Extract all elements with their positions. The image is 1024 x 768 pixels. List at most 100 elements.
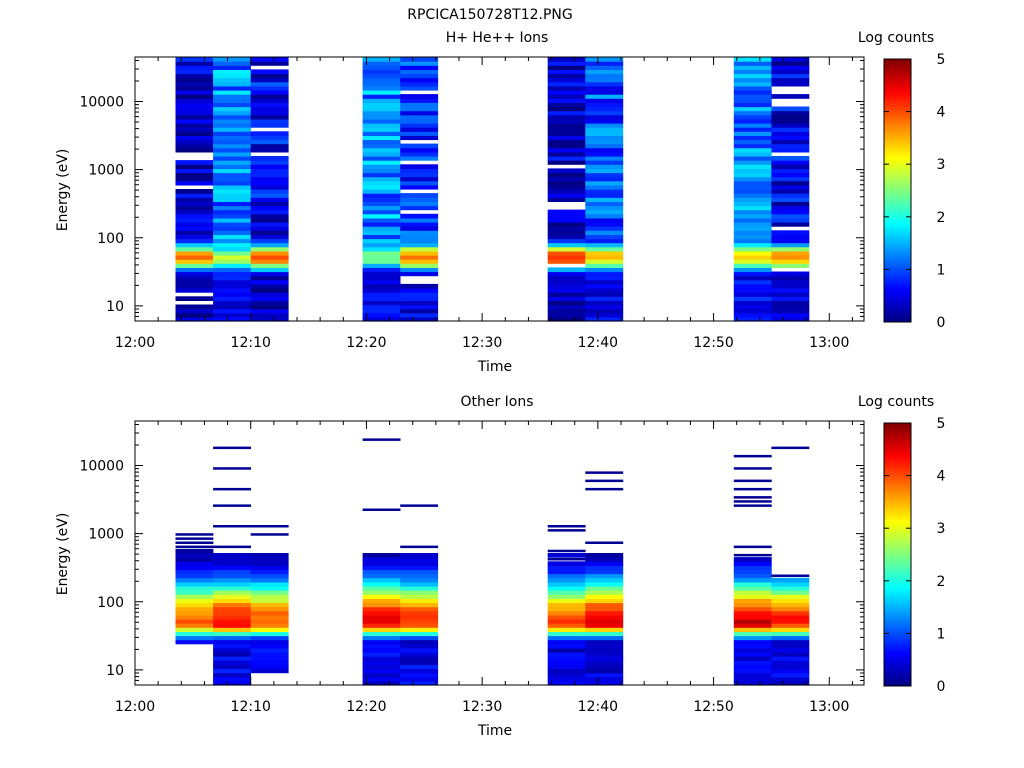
heatmap-cell bbox=[400, 627, 439, 632]
axes: 12:00 12:10 12:20 12:30 12:40 12:50 13:00 10 100… bbox=[79, 421, 864, 715]
heatmap-cell bbox=[213, 102, 251, 108]
heatmap-cell bbox=[175, 65, 214, 70]
heatmap-cell bbox=[400, 504, 439, 507]
heatmap-cell bbox=[400, 193, 439, 198]
heatmap-cell bbox=[733, 205, 772, 211]
heatmap-cell bbox=[547, 238, 586, 244]
heatmap-cell bbox=[362, 98, 401, 103]
heatmap-cell bbox=[213, 631, 251, 637]
heatmap-cell bbox=[213, 316, 251, 322]
heatmap-cell bbox=[175, 619, 214, 624]
heatmap-cell bbox=[771, 172, 810, 178]
colorbar-swatch bbox=[884, 675, 911, 678]
heatmap-cell bbox=[175, 255, 214, 260]
heatmap-cell bbox=[585, 283, 624, 289]
heatmap-cell bbox=[771, 217, 810, 223]
heatmap-cell bbox=[175, 573, 214, 579]
y-tick-label: 1000 bbox=[88, 163, 124, 179]
y-tick-label: 10 bbox=[106, 663, 124, 679]
colorbar-swatch bbox=[884, 642, 911, 645]
heatmap-cell bbox=[362, 143, 401, 149]
heatmap-cell bbox=[733, 147, 772, 153]
heatmap-cell bbox=[733, 164, 772, 169]
heatmap-cell bbox=[400, 205, 439, 211]
heatmap-cell bbox=[585, 222, 624, 227]
heatmap-cell bbox=[175, 139, 214, 145]
heatmap-cell bbox=[213, 81, 251, 87]
heatmap-cell bbox=[547, 652, 586, 657]
heatmap-cell bbox=[733, 614, 772, 620]
heatmap-cell bbox=[250, 172, 289, 178]
heatmap-cell bbox=[733, 151, 772, 157]
heatmap-cell bbox=[213, 267, 251, 273]
heatmap-cell bbox=[400, 164, 439, 169]
heatmap-cell bbox=[362, 660, 401, 665]
heatmap-cell bbox=[213, 664, 251, 670]
colorbar-swatch bbox=[884, 319, 911, 323]
heatmap-cell bbox=[585, 577, 624, 583]
heatmap-cell bbox=[733, 590, 772, 595]
heatmap-cell bbox=[733, 114, 772, 120]
heatmap-cell bbox=[362, 594, 401, 599]
y-tick-label: 10 bbox=[106, 299, 124, 315]
heatmap-cell bbox=[250, 230, 289, 235]
heatmap-cell bbox=[585, 312, 624, 318]
heatmap-cell bbox=[733, 676, 772, 682]
heatmap-cell bbox=[250, 577, 289, 583]
heatmap-cell bbox=[585, 652, 624, 657]
heatmap-cell bbox=[400, 176, 439, 182]
heatmap-cell bbox=[175, 545, 214, 549]
heatmap-cell bbox=[250, 316, 289, 322]
heatmap-cell bbox=[213, 94, 251, 99]
heatmap-cell bbox=[213, 131, 251, 136]
heatmap-cell bbox=[175, 114, 214, 120]
colorbar-swatch bbox=[884, 157, 911, 161]
heatmap-cell bbox=[400, 656, 439, 661]
heatmap-cell bbox=[362, 652, 401, 657]
heatmap-cell bbox=[771, 647, 810, 653]
heatmap-cell bbox=[733, 577, 772, 583]
heatmap-cell bbox=[733, 172, 772, 178]
heatmap-cell bbox=[585, 631, 624, 637]
heatmap-cell bbox=[213, 139, 251, 145]
heatmap-cell bbox=[547, 300, 586, 306]
colorbar-swatch bbox=[884, 251, 911, 255]
colorbar-swatch bbox=[884, 304, 911, 308]
heatmap-cell bbox=[585, 160, 624, 165]
heatmap-cell bbox=[362, 259, 401, 264]
heatmap-cell bbox=[362, 275, 401, 281]
colorbar-swatch bbox=[884, 67, 911, 71]
heatmap-cell bbox=[400, 69, 439, 75]
colorbar-swatch bbox=[884, 661, 911, 665]
heatmap-cell bbox=[175, 160, 214, 165]
heatmap-cell bbox=[733, 283, 772, 289]
heatmap-cell bbox=[175, 577, 214, 583]
heatmap-cell bbox=[547, 180, 586, 186]
heatmap-cell bbox=[585, 118, 624, 124]
heatmap-cell bbox=[213, 672, 251, 678]
x-tick-label: 12:40 bbox=[578, 335, 618, 351]
colorbar-tick-label: 4 bbox=[937, 469, 946, 485]
heatmap-cell bbox=[175, 565, 214, 571]
heatmap-cell bbox=[362, 131, 401, 136]
heatmap-cell bbox=[362, 61, 401, 66]
heatmap-cell bbox=[547, 610, 586, 616]
heatmap-cell bbox=[213, 61, 251, 66]
heatmap-cell bbox=[250, 668, 289, 674]
heatmap-cell bbox=[175, 308, 214, 314]
heatmap-cell bbox=[362, 102, 401, 108]
colorbar-swatch bbox=[884, 188, 911, 191]
colorbar-swatch bbox=[884, 289, 911, 292]
heatmap-cell bbox=[175, 61, 214, 66]
heatmap-cell bbox=[213, 147, 251, 153]
heatmap-cell bbox=[547, 255, 586, 260]
heatmap-cell bbox=[733, 106, 772, 112]
heatmap-cell bbox=[250, 114, 289, 120]
heatmap-cell bbox=[250, 168, 289, 174]
x-tick-label: 12:20 bbox=[346, 699, 386, 715]
heatmap-cell bbox=[585, 246, 624, 252]
heatmap-cell bbox=[362, 623, 401, 628]
heatmap-cell bbox=[362, 127, 401, 132]
heatmap-cell bbox=[547, 656, 586, 661]
colorbar-swatch bbox=[884, 137, 911, 141]
